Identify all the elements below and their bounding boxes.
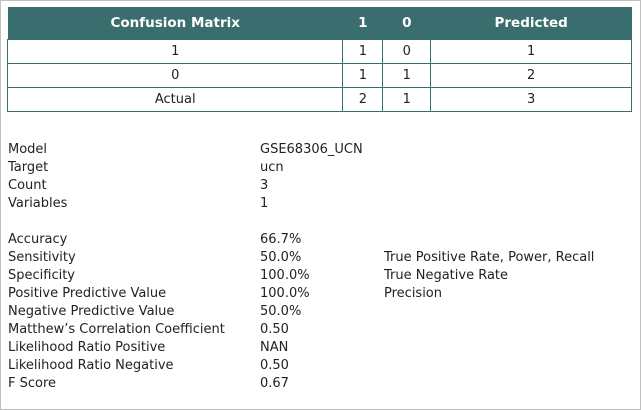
matrix-title-header: Confusion Matrix bbox=[7, 7, 343, 40]
stat-label: Positive Predictive Value bbox=[8, 286, 167, 301]
matrix-cell: 1 bbox=[430, 39, 632, 64]
stat-value: 1 bbox=[260, 196, 269, 211]
stat-value: 100.0% bbox=[260, 268, 310, 283]
stat-value: 50.0% bbox=[260, 250, 302, 265]
stat-label: Accuracy bbox=[8, 232, 68, 247]
stat-label: Model bbox=[8, 142, 48, 157]
stat-description: Precision bbox=[384, 286, 443, 301]
matrix-col-1-header: 1 bbox=[342, 7, 383, 40]
stat-value: ucn bbox=[260, 160, 284, 175]
stat-label: Variables bbox=[8, 196, 68, 211]
matrix-cell: 0 bbox=[382, 39, 432, 64]
stat-value: 0.67 bbox=[260, 376, 289, 391]
stat-value: 100.0% bbox=[260, 286, 310, 301]
matrix-cell: 1 bbox=[342, 63, 384, 88]
matrix-cell: 3 bbox=[430, 87, 632, 112]
stat-label: Count bbox=[8, 178, 47, 193]
stat-description: True Positive Rate, Power, Recall bbox=[384, 250, 595, 265]
matrix-row-actual-1: 1 1 0 1 bbox=[6, 39, 632, 64]
stat-value: 50.0% bbox=[260, 304, 302, 319]
stat-label: Likelihood Ratio Positive bbox=[8, 340, 166, 355]
matrix-row-actual-0: 0 1 1 2 bbox=[6, 63, 632, 88]
stat-label: Target bbox=[8, 160, 49, 175]
matrix-predicted-header: Predicted bbox=[430, 7, 632, 40]
confusion-matrix-table: Confusion Matrix 1 0 Predicted 1 1 0 1 0… bbox=[6, 7, 632, 112]
stat-label: Specificity bbox=[8, 268, 75, 283]
stat-value: GSE68306_UCN bbox=[260, 142, 363, 157]
stat-value: 3 bbox=[260, 178, 269, 193]
stat-label: Negative Predictive Value bbox=[8, 304, 175, 319]
stat-value: 0.50 bbox=[260, 322, 289, 337]
stat-value: 66.7% bbox=[260, 232, 302, 247]
matrix-row-actual-total: Actual 2 1 3 bbox=[6, 87, 632, 112]
matrix-cell: 2 bbox=[430, 63, 632, 88]
matrix-cell: 1 bbox=[382, 63, 432, 88]
matrix-row-label: 0 bbox=[6, 63, 344, 88]
matrix-cell: 2 bbox=[342, 87, 384, 112]
matrix-col-0-header: 0 bbox=[382, 7, 431, 40]
stat-label: Sensitivity bbox=[8, 250, 76, 265]
stat-value: 0.50 bbox=[260, 358, 289, 373]
stat-label: Likelihood Ratio Negative bbox=[8, 358, 174, 373]
matrix-header-row: Confusion Matrix 1 0 Predicted bbox=[7, 7, 632, 40]
stat-description: True Negative Rate bbox=[384, 268, 509, 283]
matrix-row-label: 1 bbox=[6, 39, 344, 64]
stat-value: NAN bbox=[260, 340, 289, 355]
stat-label: Matthew’s Correlation Coefficient bbox=[8, 322, 225, 337]
matrix-cell: 1 bbox=[342, 39, 384, 64]
stat-label: F Score bbox=[8, 376, 57, 391]
matrix-cell: 1 bbox=[382, 87, 432, 112]
matrix-row-label: Actual bbox=[6, 87, 344, 112]
